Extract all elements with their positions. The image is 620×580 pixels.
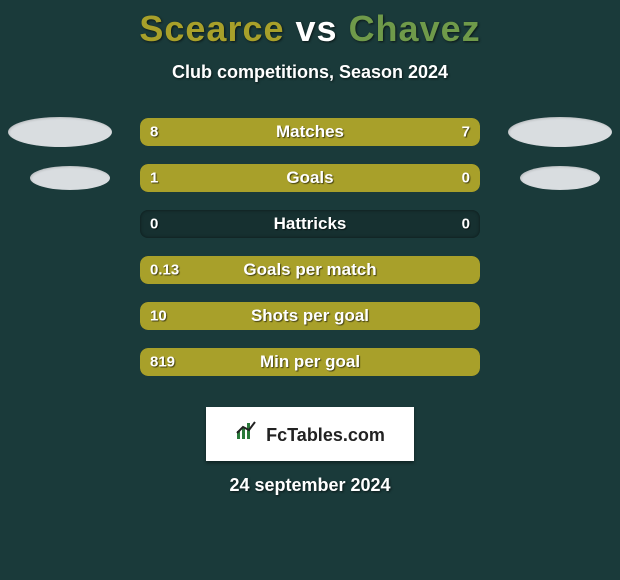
page-root: Scearce vs Chavez Club competitions, Sea… (0, 0, 620, 580)
footer-date: 24 september 2024 (0, 475, 620, 496)
stat-row: Goals10 (0, 155, 620, 201)
page-subtitle: Club competitions, Season 2024 (0, 62, 620, 83)
chart-icon (235, 408, 257, 462)
stat-bar-track: Hattricks0 0 (140, 210, 480, 238)
stat-row: Matches87 (0, 109, 620, 155)
player-flag-left (8, 117, 112, 147)
stat-value-right: 0 (462, 216, 470, 233)
player-flag-right (520, 166, 600, 190)
stat-bar-fill-left (140, 118, 321, 146)
page-title: Scearce vs Chavez (0, 8, 620, 50)
site-logo: FcTables.com (206, 407, 414, 461)
stat-bar-track: Matches87 (140, 118, 480, 146)
stats-container: Matches87 Goals10 Hattricks0 0 Goals per mat… (0, 109, 620, 385)
player-flag-left (30, 166, 110, 190)
stat-bar-fill-left (140, 302, 480, 330)
title-vs: vs (285, 8, 349, 49)
stat-value-left: 0 (150, 216, 158, 233)
stat-bar-track: Goals per match0.13 (140, 256, 480, 284)
stat-bar-fill-right (321, 118, 480, 146)
stat-row: Shots per goal10 (0, 293, 620, 339)
title-player1: Scearce (139, 8, 284, 49)
stat-bar-track: Goals10 (140, 164, 480, 192)
player-flag-right (508, 117, 612, 147)
stat-bar-track: Shots per goal10 (140, 302, 480, 330)
stat-row: Min per goal819 (0, 339, 620, 385)
site-logo-text: FcTables.com (266, 408, 385, 462)
stat-row: Hattricks0 0 (0, 201, 620, 247)
stat-label: Hattricks (140, 214, 480, 234)
stat-bar-fill-left (140, 164, 398, 192)
stat-bar-fill-left (140, 256, 480, 284)
stat-row: Goals per match0.13 (0, 247, 620, 293)
stat-bar-fill-right (398, 164, 480, 192)
stat-bar-track: Min per goal819 (140, 348, 480, 376)
title-player2: Chavez (349, 8, 481, 49)
stat-bar-fill-left (140, 348, 480, 376)
